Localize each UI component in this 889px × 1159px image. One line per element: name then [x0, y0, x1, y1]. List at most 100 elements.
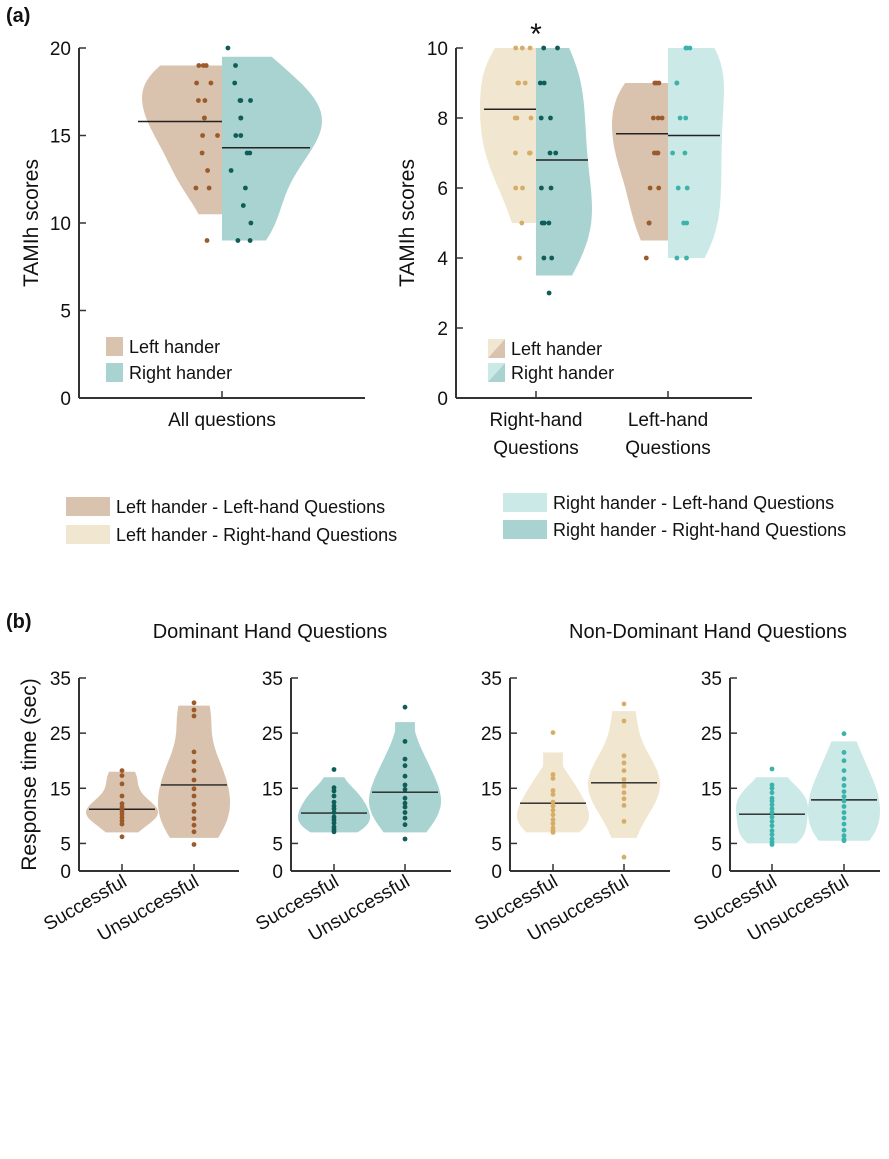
b4-point: [769, 798, 775, 804]
b4-point: [841, 768, 847, 773]
a2-point: [643, 255, 649, 261]
a1-point: [228, 168, 234, 173]
bottom-legend: Left hander - Left-hand Questions Left h…: [66, 493, 846, 545]
a1-ytick-label: 10: [50, 214, 71, 235]
a1-x-category-label: All questions: [168, 410, 276, 431]
a2-point: [547, 150, 553, 156]
b1-point: [119, 815, 125, 820]
a2-point: [548, 115, 553, 121]
b2-point: [402, 804, 408, 810]
b3-ytick-label: 15: [481, 779, 502, 800]
legend-label-left-right-q: Left hander - Right-hand Questions: [116, 525, 397, 545]
b1-point: [191, 793, 197, 799]
legend-swatch-right-left-q: [503, 493, 547, 512]
b4-point: [769, 828, 775, 834]
a1-point: [204, 238, 210, 243]
b4-point: [841, 750, 847, 755]
a2-violin-right: [536, 48, 592, 276]
a1-point: [203, 63, 209, 68]
b4-ytick-label: 25: [701, 724, 722, 745]
a1-point: [243, 185, 248, 191]
chart-a2-by-question-hand: 0 2 4 6 8 10 TAMIh scores Right-hand Questions Le…: [396, 18, 752, 459]
b3-point: [621, 819, 627, 824]
a2-y-axis-label: TAMIh scores: [396, 159, 419, 287]
b4-point: [841, 789, 847, 794]
b2-point: [331, 820, 337, 826]
b2-point: [402, 704, 408, 710]
a1-y-axis-label: TAMIh scores: [20, 159, 43, 287]
b3-point: [550, 730, 556, 735]
a1-point: [202, 115, 207, 121]
a2-point: [513, 185, 519, 191]
b1-ytick-label: 25: [50, 724, 71, 745]
b3-point: [550, 772, 556, 777]
a2-point: [513, 150, 518, 156]
a2-point: [652, 80, 658, 86]
b1-ytick-label: 0: [60, 862, 71, 883]
legend-label-right-right-q: Right hander - Right-hand Questions: [553, 520, 846, 540]
a2-point: [528, 115, 534, 121]
a2-ytick-label: 4: [437, 249, 448, 270]
b2-point: [402, 800, 408, 806]
a1-legend-swatch-left: [106, 337, 123, 356]
a2-x-category-label-line2: Questions: [625, 438, 711, 459]
b4-point: [769, 782, 775, 788]
legend-swatch-left-left-q: [66, 497, 110, 516]
b-group-title-dominant: Dominant Hand Questions: [153, 621, 388, 643]
b4-ytick-label: 5: [711, 834, 722, 855]
a2-legend-label: Right hander: [511, 363, 614, 383]
b2-point: [331, 799, 337, 805]
legend-label-right-left-q: Right hander - Left-hand Questions: [553, 493, 834, 513]
b1-ytick-label: 5: [60, 834, 71, 855]
b4-point: [769, 766, 775, 772]
b2-point: [402, 787, 408, 792]
a1-point: [206, 185, 212, 191]
b1-y-axis-label: Response time (sec): [18, 678, 41, 871]
b3-point: [550, 776, 556, 781]
b2-ytick-label: 5: [272, 834, 283, 855]
a1-point: [196, 98, 201, 103]
b4-point: [769, 842, 775, 847]
b3-point: [550, 830, 556, 835]
b3-point: [550, 817, 556, 823]
a1-ytick-label: 20: [50, 39, 71, 60]
b4-point: [769, 790, 775, 796]
a1-point: [225, 45, 231, 51]
b1-point: [191, 700, 197, 706]
a2-point: [522, 80, 528, 86]
a1-point: [233, 133, 239, 138]
legend-swatch-left-right-q: [66, 525, 110, 544]
a2-point: [520, 185, 525, 191]
a2-point: [677, 115, 683, 121]
b4-point: [769, 819, 775, 824]
b3-point: [621, 796, 627, 802]
a2-x-category-label-line1: Left-hand: [628, 410, 708, 431]
a2-legend-swatch-part: [488, 363, 505, 382]
a1-point: [200, 133, 206, 138]
b3-point: [621, 718, 627, 724]
b2-point: [331, 806, 337, 812]
a2-point: [539, 185, 544, 191]
a1-legend-swatch-right: [106, 363, 123, 382]
b4-point: [841, 731, 847, 737]
a1-point: [202, 98, 208, 103]
a1-point: [240, 203, 246, 208]
a2-point: [516, 80, 521, 86]
b2-point: [402, 773, 408, 779]
a2-point: [539, 220, 545, 226]
a2-point: [675, 185, 681, 191]
b2-point: [402, 756, 408, 762]
a2-point: [553, 150, 559, 156]
b1-ytick-label: 15: [50, 779, 71, 800]
a1-point: [247, 238, 253, 243]
b1-point: [119, 834, 125, 840]
b1-point: [119, 811, 125, 817]
b4-ytick-label: 0: [711, 862, 722, 883]
a2-violin-right: [668, 48, 724, 258]
b2-ytick-label: 0: [272, 862, 283, 883]
b3-point: [550, 792, 556, 797]
a2-legend-swatch-part: [488, 339, 505, 358]
a2-x-category-label-line2: Questions: [493, 438, 579, 459]
